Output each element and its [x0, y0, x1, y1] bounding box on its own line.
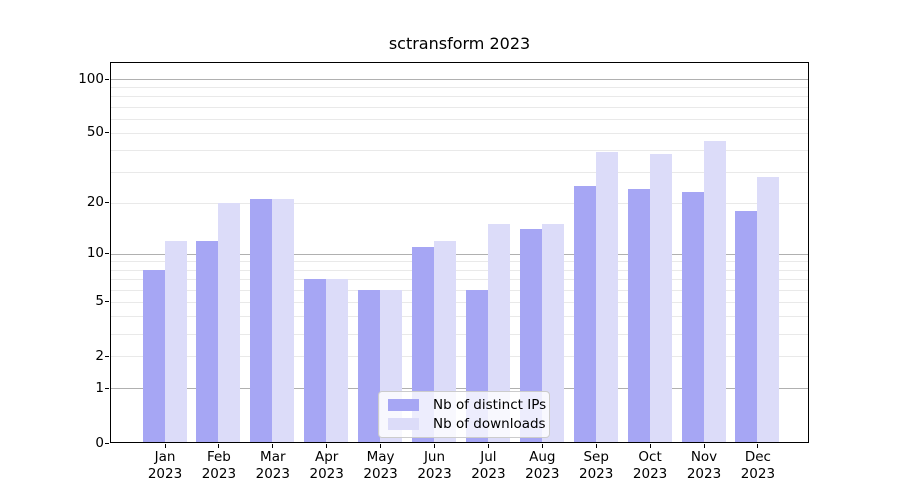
legend-item-downloads: Nb of downloads — [388, 416, 546, 432]
y-tick-label-50: 50 — [86, 124, 104, 141]
y-tick-label-1: 1 — [95, 379, 104, 396]
x-tick-jul — [487, 444, 489, 448]
y-tick-label-20: 20 — [86, 194, 104, 211]
x-tick-label-aug: Aug 2023 — [525, 449, 560, 482]
x-tick-label-oct: Oct 2023 — [632, 449, 668, 482]
x-tick-label-apr: Apr 2023 — [309, 449, 344, 482]
legend-swatch-downloads — [388, 417, 419, 430]
bar-ips-jan — [142, 269, 165, 443]
y-tick-0 — [105, 442, 109, 444]
x-tick-apr — [326, 444, 328, 448]
x-tick-label-sep: Sep 2023 — [579, 449, 614, 482]
x-tick-label-nov: Nov 2023 — [686, 449, 722, 482]
bar-ips-mar — [250, 199, 273, 443]
chart-title: sctransform 2023 — [388, 34, 531, 53]
bar-downloads-feb — [218, 202, 241, 443]
gridline-major-100 — [111, 79, 808, 80]
gridline-minor-90 — [111, 87, 808, 89]
legend: Nb of distinct IPs Nb of downloads — [378, 391, 550, 438]
x-tick-mar — [272, 444, 274, 448]
gridline-major-10 — [111, 253, 808, 255]
bar-ips-may — [358, 289, 381, 443]
y-tick-100 — [105, 78, 109, 80]
y-tick-label-5: 5 — [95, 293, 104, 310]
x-tick-oct — [649, 444, 651, 448]
gridline-minor-4 — [111, 316, 808, 318]
gridline-major-1 — [111, 388, 808, 390]
y-tick-1 — [105, 387, 109, 389]
x-tick-may — [380, 444, 382, 448]
legend-item-distinct-ips: Nb of distinct IPs — [388, 397, 546, 413]
x-tick-label-jul: Jul 2023 — [471, 449, 506, 482]
y-tick-label-0: 0 — [95, 434, 104, 451]
legend-label-distinct-ips: Nb of distinct IPs — [433, 397, 547, 414]
x-tick-feb — [218, 444, 220, 448]
gridline-minor-9 — [111, 261, 808, 263]
gridline-minor-6 — [111, 289, 808, 291]
x-tick-nov — [703, 444, 705, 448]
bar-ips-oct — [627, 189, 650, 443]
bar-ips-apr — [304, 279, 327, 443]
bar-ips-feb — [196, 240, 219, 443]
bar-ips-aug — [519, 229, 542, 443]
x-tick-label-may: May 2023 — [363, 449, 398, 482]
x-tick-jun — [434, 444, 435, 448]
x-tick-sep — [595, 444, 597, 448]
y-tick-label-10: 10 — [86, 245, 104, 262]
bar-downloads-dec — [757, 177, 780, 443]
bar-downloads-jul — [487, 224, 510, 443]
bar-ips-sep — [573, 186, 596, 443]
bar-downloads-nov — [703, 141, 726, 443]
y-tick-2 — [105, 355, 109, 357]
x-tick-label-jun: Jun 2023 — [417, 449, 452, 482]
gridline-minor-20 — [111, 202, 808, 204]
gridline-minor-40 — [111, 150, 808, 152]
gridline-minor-2 — [111, 356, 808, 358]
x-tick-label-mar: Mar 2023 — [255, 449, 290, 482]
gridline-minor-5 — [111, 301, 808, 303]
bar-downloads-aug — [541, 224, 564, 443]
gridline-minor-3 — [111, 333, 808, 335]
bar-downloads-mar — [272, 199, 295, 443]
y-tick-50 — [105, 132, 109, 134]
bar-ips-nov — [681, 192, 704, 443]
plot-area: Nb of distinct IPs Nb of downloads — [110, 62, 809, 443]
gridline-minor-8 — [111, 269, 808, 271]
bar-ips-dec — [735, 210, 758, 443]
gridline-minor-70 — [111, 106, 808, 108]
y-tick-20 — [105, 202, 109, 204]
bar-downloads-sep — [595, 152, 618, 443]
x-tick-dec — [757, 444, 759, 448]
legend-label-downloads: Nb of downloads — [433, 415, 546, 432]
gridline-minor-80 — [111, 96, 808, 98]
y-tick-5 — [105, 301, 109, 303]
y-tick-label-2: 2 — [95, 347, 104, 364]
x-tick-label-jan: Jan 2023 — [147, 449, 183, 482]
x-tick-label-dec: Dec 2023 — [740, 449, 776, 482]
y-tick-10 — [105, 253, 109, 255]
bar-downloads-oct — [649, 154, 672, 443]
x-tick-label-feb: Feb 2023 — [201, 449, 237, 482]
bar-downloads-jan — [164, 240, 187, 443]
gridline-minor-7 — [111, 279, 808, 280]
gridline-minor-30 — [111, 172, 808, 174]
gridline-minor-60 — [111, 118, 808, 120]
bar-downloads-apr — [326, 279, 349, 443]
gridline-minor-50 — [111, 132, 808, 134]
x-tick-jan — [164, 444, 166, 448]
legend-swatch-ips — [388, 399, 419, 412]
y-tick-label-100: 100 — [78, 70, 104, 87]
x-tick-aug — [541, 444, 543, 448]
